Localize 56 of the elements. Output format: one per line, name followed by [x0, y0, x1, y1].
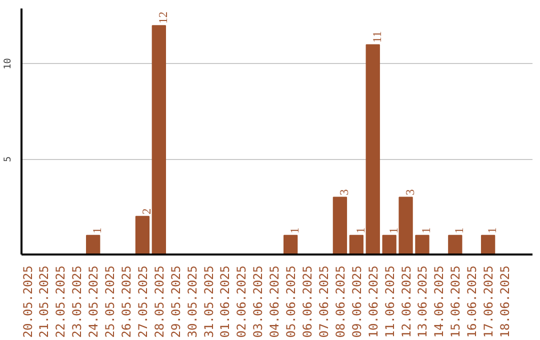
data-label: 11: [370, 31, 384, 43]
bar: [415, 234, 430, 254]
x-tick-label: 04.06.2025: [268, 265, 282, 338]
data-label: 1: [288, 227, 302, 234]
bar: [480, 234, 496, 254]
x-tick-label: 11.06.2025: [382, 265, 397, 338]
x-tick-label: 08.06.2025: [333, 265, 348, 338]
y-tick-label: 10: [2, 58, 14, 70]
data-label: 3: [402, 189, 417, 196]
x-tick-label: 17.06.2025: [482, 265, 496, 338]
bar: [135, 216, 150, 254]
x-tick-label: 13.06.2025: [416, 265, 430, 338]
x-tick-label: 29.05.2025: [168, 265, 183, 338]
x-tick-label: 28.05.2025: [152, 265, 166, 338]
x-tick-label: 23.05.2025: [70, 265, 84, 338]
bar: [349, 234, 364, 254]
x-tick-label: 03.06.2025: [251, 265, 266, 338]
bar: [332, 196, 348, 254]
x-tick-label: 31.05.2025: [202, 265, 216, 338]
x-tick-label: 27.05.2025: [136, 265, 150, 338]
x-tick-label: 25.05.2025: [103, 265, 118, 338]
x-tick-label: 01.06.2025: [218, 265, 232, 338]
x-tick-label: 05.06.2025: [284, 265, 298, 338]
data-label: 1: [419, 227, 434, 234]
data-label: 12: [156, 12, 170, 24]
x-tick-label: 06.06.2025: [300, 265, 315, 338]
bar: [382, 234, 396, 254]
x-tick-label: 24.05.2025: [86, 265, 101, 338]
x-tick-label: 21.05.2025: [37, 265, 52, 338]
data-label: 1: [386, 227, 400, 234]
bar: [152, 25, 166, 254]
bar: [366, 44, 380, 254]
x-tick-label: 12.06.2025: [399, 265, 414, 338]
x-tick-label: 15.06.2025: [448, 265, 463, 338]
bar: [398, 196, 413, 254]
x-tick-label: 18.06.2025: [498, 265, 512, 338]
data-label: 2: [139, 208, 154, 214]
x-tick-label: 07.06.2025: [316, 265, 331, 338]
x-tick-label: 16.06.2025: [465, 265, 480, 338]
data-label: 1: [452, 227, 466, 234]
x-tick-label: 26.05.2025: [120, 265, 134, 338]
x-tick-label: 20.05.2025: [20, 265, 35, 338]
x-tick-label: 14.06.2025: [432, 265, 446, 338]
x-tick-label: 22.05.2025: [54, 265, 68, 338]
y-tick-label: 5: [2, 156, 14, 162]
bar: [283, 234, 298, 254]
bar: [448, 234, 462, 254]
x-tick-label: 30.05.2025: [185, 265, 200, 338]
bar: [86, 234, 100, 254]
x-tick-label: 02.06.2025: [234, 265, 249, 338]
x-tick-label: 09.06.2025: [350, 265, 364, 338]
x-tick-label: 10.06.2025: [366, 265, 380, 338]
data-label: 1: [90, 227, 104, 234]
data-label: 1: [485, 227, 500, 234]
data-label: 3: [336, 189, 351, 196]
data-label: 1: [353, 227, 368, 234]
